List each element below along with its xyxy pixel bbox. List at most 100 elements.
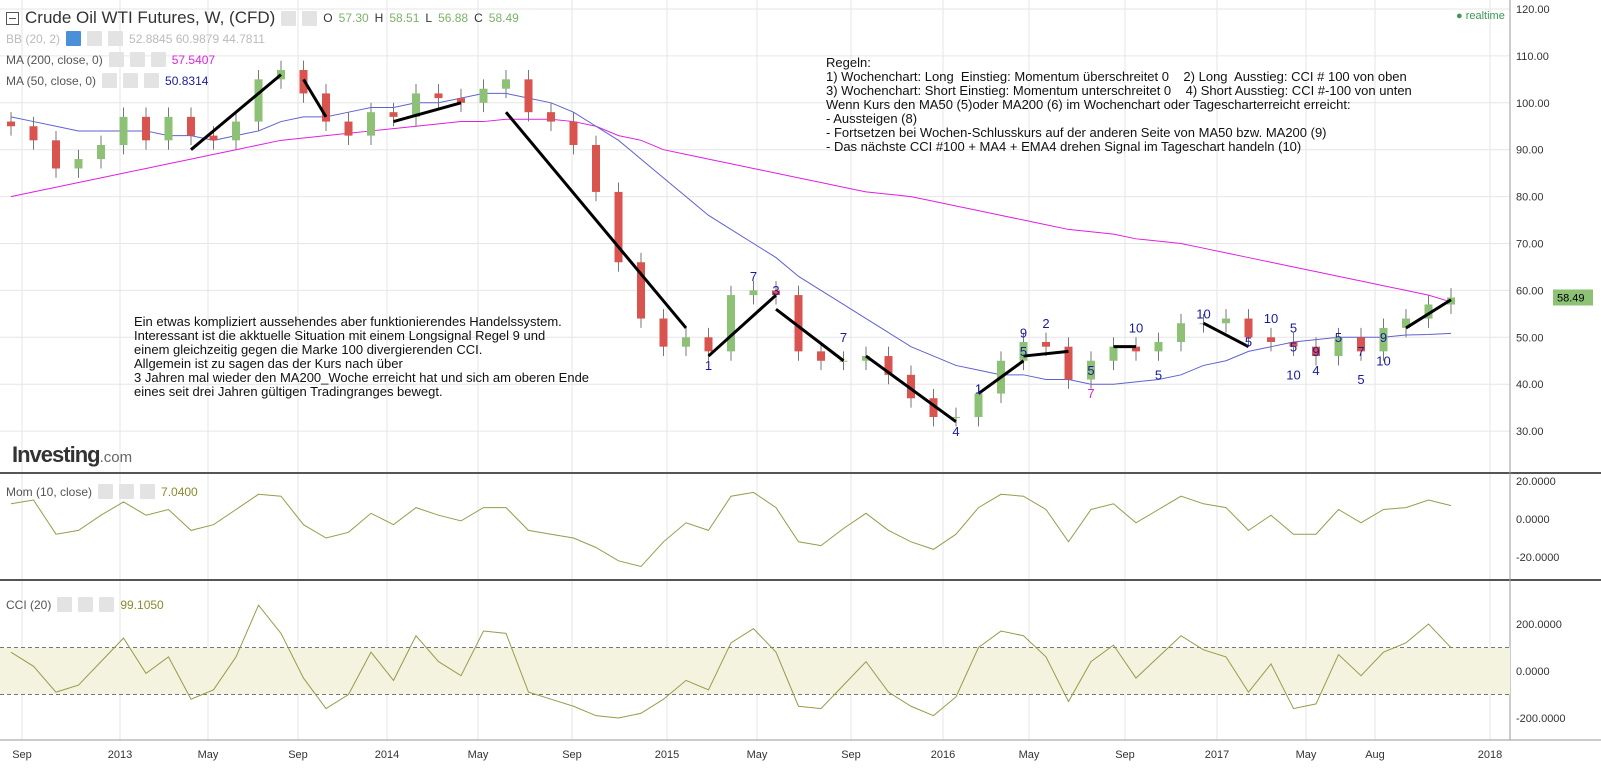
candle: [1244, 318, 1253, 338]
candle: [682, 337, 690, 347]
candle: [7, 121, 15, 127]
candle: [727, 295, 735, 352]
candle: [1177, 323, 1185, 342]
gear-icon[interactable]: [302, 10, 318, 26]
cci-value: 99.1050: [120, 597, 164, 612]
annotation-label: 5: [1357, 372, 1364, 387]
candle: [1312, 346, 1320, 357]
annotation-label: 5: [1335, 330, 1342, 345]
comment-note: Ein etwas kompliziert aussehendes aber f…: [134, 314, 590, 399]
low-label: L: [425, 11, 433, 25]
cci-band: [0, 647, 1510, 695]
annotation-label: 5: [1155, 368, 1162, 383]
candle: [232, 121, 240, 141]
price-tick: 100.00: [1516, 98, 1550, 110]
cci-tick: 200.0000: [1516, 619, 1562, 631]
annotation-label: 5: [1245, 335, 1252, 350]
candle: [142, 116, 150, 141]
annotation-label: 4: [1312, 363, 1319, 378]
annotation-label: 7: [750, 269, 757, 284]
last-price-tag: [1553, 289, 1593, 306]
candle: [1379, 327, 1388, 352]
candle: [569, 121, 578, 146]
close-icon[interactable]: [99, 597, 115, 612]
candle: [884, 356, 893, 375]
candle: [547, 112, 555, 122]
cci-tick: 0.0000: [1516, 666, 1550, 678]
gear-icon[interactable]: [119, 484, 135, 499]
symbol-legend: Crude Oil WTI Futures, W, (CFD) O 57.30 H…: [6, 8, 519, 28]
bb-values: 52.8845 60.9879 44.7811: [129, 31, 265, 46]
time-tick: 2015: [655, 749, 679, 761]
open-label: O: [323, 11, 333, 25]
ma200-label: MA (200, close, 0): [6, 52, 103, 67]
gear-icon[interactable]: [78, 597, 94, 612]
close-icon[interactable]: [150, 52, 166, 67]
gear-icon[interactable]: [123, 73, 139, 88]
candle: [637, 262, 645, 319]
gear-icon[interactable]: [129, 52, 145, 67]
candle: [1042, 341, 1050, 347]
eye-icon[interactable]: [281, 10, 297, 26]
bb-legend[interactable]: BB (20, 2) 52.8845 60.9879 44.7811: [6, 31, 265, 46]
trendline: [393, 101, 462, 124]
time-tick: Sep: [288, 749, 308, 761]
candle: [907, 374, 915, 399]
candle: [1087, 360, 1095, 380]
candle: [1402, 318, 1410, 328]
price-tick: 120.00: [1516, 4, 1550, 16]
ma50-line: [10, 92, 1452, 385]
close-icon[interactable]: [108, 31, 124, 46]
price-tick: 30.00: [1516, 426, 1544, 438]
annotation-label: 5: [1290, 321, 1297, 336]
low-value: 56.88: [438, 11, 469, 25]
candle: [1424, 304, 1433, 319]
annotation-label: 10: [1129, 321, 1143, 336]
candle: [254, 79, 263, 122]
candle: [74, 159, 83, 169]
ma200-line: [10, 118, 1452, 303]
annotation-label: 10: [1264, 311, 1278, 326]
time-tick: May: [747, 749, 768, 761]
ma50-label: MA (50, close, 0): [6, 73, 97, 88]
candle: [952, 417, 960, 419]
time-tick: Sep: [562, 749, 582, 761]
price-tick: 60.00: [1516, 285, 1544, 297]
eye-icon[interactable]: [66, 31, 82, 46]
candle: [119, 116, 128, 146]
trendline: [1405, 298, 1452, 330]
ma200-legend[interactable]: MA (200, close, 0) 57.5407: [6, 52, 215, 67]
cci-legend[interactable]: CCI (20) 99.1050: [6, 597, 164, 612]
eye-icon[interactable]: [102, 73, 118, 88]
eye-icon[interactable]: [98, 484, 114, 499]
annotation-label: 10: [1286, 367, 1300, 382]
collapse-icon[interactable]: [6, 11, 19, 25]
candle: [974, 393, 983, 418]
gear-icon[interactable]: [87, 31, 103, 46]
annotation-label: 7: [840, 330, 847, 345]
candle: [1289, 341, 1298, 347]
ma50-legend[interactable]: MA (50, close, 0) 50.8314: [6, 73, 208, 88]
eye-icon[interactable]: [108, 52, 124, 67]
trendline: [1023, 349, 1069, 358]
trendline: [1202, 321, 1250, 349]
mom-value: 7.0400: [161, 484, 198, 499]
symbol-title[interactable]: Crude Oil WTI Futures, W, (CFD): [25, 8, 276, 27]
close-value: 58.49: [488, 11, 519, 25]
candle: [29, 126, 38, 141]
annotation-label: 9: [1020, 325, 1027, 340]
candle: [367, 112, 375, 136]
trendline: [977, 359, 1025, 395]
time-tick: May: [198, 749, 219, 761]
annotation-label: 5: [1087, 363, 1094, 378]
mom-legend[interactable]: Mom (10, close) 7.0400: [6, 484, 198, 499]
eye-icon[interactable]: [57, 597, 73, 612]
candle: [434, 93, 443, 99]
close-icon[interactable]: [140, 484, 156, 499]
annotation-label: 1: [975, 382, 982, 397]
close-icon[interactable]: [144, 73, 160, 88]
annotation-label: 5: [1020, 344, 1027, 359]
cci-label: CCI (20): [6, 597, 52, 612]
candle: [524, 79, 533, 113]
